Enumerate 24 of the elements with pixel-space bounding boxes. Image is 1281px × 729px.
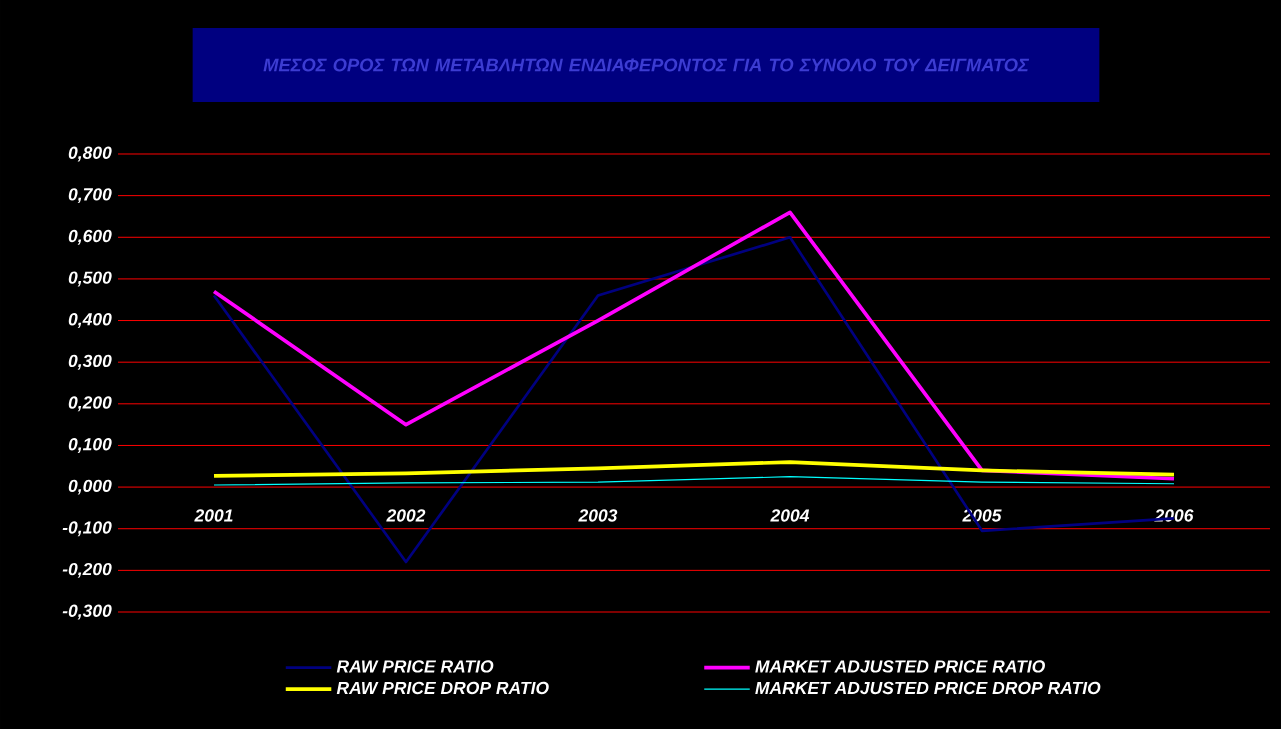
- x-tick-label: 2002: [386, 509, 426, 522]
- x-tick-label: 2003: [578, 509, 618, 522]
- y-tick-label: 0,800: [68, 146, 112, 162]
- y-tick-label: -0,100: [62, 521, 112, 537]
- legend-label: MARKET ADJUSTED PRICE RATIO: [755, 660, 1045, 673]
- y-tick-label: 0,700: [68, 188, 112, 204]
- y-tick-label: -0,200: [62, 562, 112, 578]
- y-tick-label: 0,100: [68, 438, 112, 453]
- legend-label: RAW PRICE RATIO: [336, 660, 494, 673]
- y-tick-label: 0,300: [68, 354, 112, 370]
- chart-title: ΜΕΣΟΣ ΟΡΟΣ ΤΩΝ ΜΕΤΑΒΛΗΤΩΝ ΕΝΔΙΑΦΕΡΟΝΤΟΣ ΓΙΑ ΤΟ ΣΥΝΟΛΟ ΤΟΥ ΔΕΙΓΜΑΤΟΣ: [263, 58, 1030, 72]
- line-series: [212, 460, 1176, 478]
- y-tick-label: 0,600: [68, 229, 112, 245]
- y-tick-label: 0,500: [68, 271, 112, 287]
- y-tick-label: 0,200: [68, 396, 112, 412]
- legend-label: RAW PRICE DROP RATIO: [336, 681, 549, 695]
- legend-label: MARKET ADJUSTED PRICE DROP RATIO: [755, 681, 1101, 695]
- x-tick-label: 2001: [194, 509, 233, 522]
- y-tick-label: 0,400: [68, 313, 112, 329]
- x-tick-label: 2004: [770, 509, 810, 522]
- line-series: [212, 210, 1176, 481]
- line-series: [213, 476, 1175, 486]
- y-tick-label: 0,000: [68, 479, 112, 495]
- y-tick-label: -0,300: [62, 604, 112, 620]
